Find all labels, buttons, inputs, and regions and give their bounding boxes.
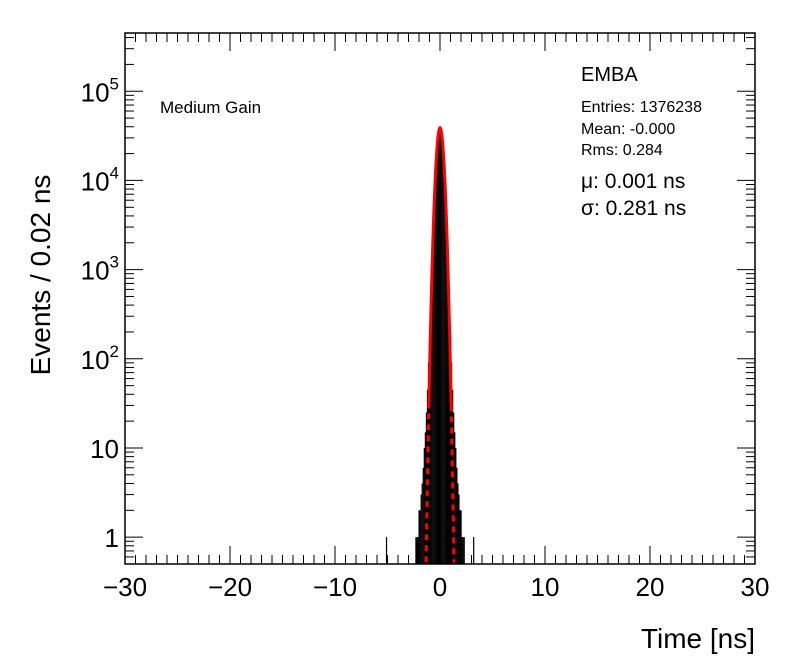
- x-tick-labels: −30 −20 −10 0 10 20 30: [103, 572, 770, 602]
- histogram-bin: [433, 203, 435, 565]
- histogram-bin: [430, 300, 432, 564]
- y-tick-label: 10: [90, 434, 119, 464]
- x-tick-label: 30: [741, 572, 770, 602]
- axis-ticks: [124, 33, 756, 565]
- histogram-bin: [440, 128, 442, 564]
- histogram-bin: [454, 432, 456, 564]
- histogram-bin: [419, 510, 421, 564]
- histogram-bin: [435, 158, 437, 564]
- histogram-bin: [424, 432, 426, 564]
- histogram-bin: [458, 494, 460, 564]
- histogram-bin: [428, 331, 431, 564]
- histogram-bin: [423, 447, 425, 564]
- y-tick-label: 104: [81, 163, 119, 196]
- histogram-bin: [437, 133, 439, 565]
- histogram-bin: [445, 203, 447, 565]
- x-tick-label: 20: [636, 572, 665, 602]
- stats-rms: Rms: 0.284: [581, 142, 663, 159]
- histogram-bin: [416, 537, 418, 564]
- x-tick-label: 0: [433, 572, 447, 602]
- histogram-bin: [415, 537, 417, 564]
- histogram-bin: [425, 412, 428, 564]
- histogram-bin: [473, 537, 475, 564]
- histogram-bin: [420, 494, 422, 564]
- histogram-bin: [448, 300, 451, 564]
- fit-sigma-label: σ: 0.281 ns: [581, 197, 686, 220]
- gaussian-fit-curve: [427, 125, 453, 406]
- x-tick-label: 10: [531, 572, 560, 602]
- histogram-bin: [442, 143, 444, 564]
- histogram-bin: [385, 537, 388, 564]
- x-tick-label: −10: [313, 572, 357, 602]
- histogram-bin: [431, 269, 433, 564]
- stats-entries: Entries: 1376238: [581, 99, 702, 116]
- x-axis-title: Time [ns]: [641, 623, 755, 654]
- histogram-bin: [434, 178, 436, 564]
- stats-mean: Mean: -0.000: [581, 121, 675, 138]
- histogram-bin: [441, 133, 443, 565]
- histogram-bins: [385, 127, 475, 565]
- histogram-bin: [438, 128, 440, 564]
- histogram-bin: [463, 537, 465, 564]
- histogram-bin: [456, 467, 458, 564]
- histogram-bin: [447, 269, 450, 564]
- histogram-bin: [418, 510, 420, 564]
- histogram-bin: [459, 510, 461, 564]
- histogram-bin: [443, 158, 445, 564]
- x-tick-label: −20: [208, 572, 252, 602]
- x-tick-label: −30: [103, 572, 147, 602]
- gaussian-fit-dashed-left: [424, 405, 431, 563]
- y-axis-title: Events / 0.02 ns: [25, 175, 56, 376]
- histogram-bin: [455, 447, 457, 564]
- histogram-bin: [421, 483, 423, 564]
- histogram-bin: [436, 143, 438, 564]
- histogram-bin: [462, 537, 464, 564]
- histogram-bin: [449, 331, 452, 564]
- y-tick-label: 105: [81, 74, 119, 107]
- y-tick-label: 102: [81, 342, 119, 375]
- histogram-bin: [417, 537, 419, 564]
- histogram-bin: [439, 127, 441, 564]
- gaussian-fit-dashed-right: [449, 405, 456, 563]
- histogram-bin: [426, 389, 429, 564]
- histogram-bin: [444, 178, 446, 564]
- histogram-bin: [460, 510, 462, 564]
- histogram-bin: [457, 483, 459, 564]
- y-tick-label: 103: [81, 253, 119, 286]
- fit-mu-label: μ: 0.001 ns: [581, 170, 685, 193]
- histogram-bin: [427, 362, 430, 564]
- histogram-bin: [432, 234, 434, 565]
- y-tick-label: 1: [105, 523, 119, 553]
- chart-title: EMBA: [581, 64, 638, 86]
- histogram-bin: [446, 234, 449, 565]
- histogram-bin: [461, 537, 463, 564]
- histogram-bin: [422, 467, 424, 564]
- gain-label: Medium Gain: [160, 98, 261, 117]
- y-tick-labels: 1 10 102 103 104 105: [81, 74, 119, 553]
